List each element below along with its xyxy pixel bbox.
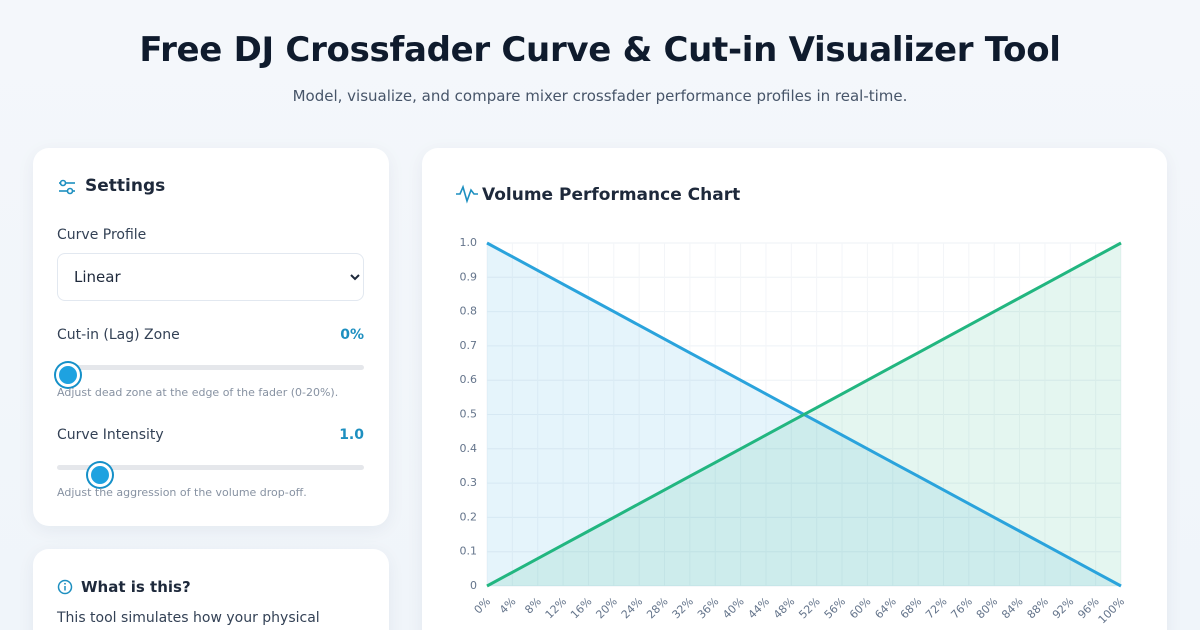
chart-title: Volume Performance Chart	[482, 185, 740, 205]
y-tick-label: 0.2	[460, 510, 478, 523]
chart-icon	[456, 184, 478, 204]
x-tick-label: 20%	[593, 595, 619, 621]
chart-card: Volume Performance Chart 0 0.1 0.2 0.3 0.4 0.…	[422, 148, 1167, 630]
settings-icon	[59, 179, 75, 195]
info-card: What is this? This tool simulates how yo…	[33, 549, 389, 630]
x-tick-label: 84%	[999, 595, 1025, 621]
intensity-label: Curve Intensity	[57, 427, 164, 443]
x-tick-label: 60%	[847, 595, 873, 621]
intensity-thumb[interactable]	[88, 463, 112, 487]
x-tick-label: 100%	[1096, 595, 1127, 626]
info-title: What is this?	[81, 578, 191, 596]
y-tick-label: 0.3	[460, 476, 478, 489]
y-tick-label: 0	[470, 579, 477, 592]
cutin-track[interactable]	[57, 365, 364, 370]
x-tick-label: 76%	[948, 595, 974, 621]
profile-label: Curve Profile	[57, 227, 147, 243]
page-title: Free DJ Crossfader Curve & Cut-in Visual…	[139, 30, 1061, 70]
x-tick-label: 88%	[1025, 595, 1051, 621]
x-tick-label: 24%	[619, 595, 645, 621]
x-tick-label: 80%	[974, 595, 1000, 621]
settings-title: Settings	[85, 176, 166, 196]
y-tick-label: 0.1	[460, 545, 478, 558]
x-tick-label: 32%	[670, 595, 696, 621]
profile-select[interactable]: Linear	[57, 253, 364, 301]
x-tick-label: 4%	[497, 595, 519, 617]
x-tick-label: 56%	[822, 595, 848, 621]
cutin-thumb[interactable]	[56, 363, 80, 387]
info-text: This tool simulates how your physical	[57, 610, 320, 626]
y-tick-label: 0.9	[460, 270, 478, 283]
x-tick-label: 28%	[644, 595, 670, 621]
x-tick-label: 64%	[872, 595, 898, 621]
y-tick-label: 0.8	[460, 305, 478, 318]
info-icon	[57, 579, 73, 595]
cutin-label: Cut-in (Lag) Zone	[57, 327, 180, 343]
cutin-hint: Adjust dead zone at the edge of the fade…	[57, 386, 339, 399]
x-tick-label: 72%	[923, 595, 949, 621]
line	[486, 241, 1122, 588]
cutin-value: 0%	[340, 327, 364, 343]
intensity-track[interactable]	[57, 465, 364, 470]
x-tick-label: 40%	[720, 595, 746, 621]
x-tick-label: 44%	[746, 595, 772, 621]
y-tick-label: 0.7	[460, 339, 478, 352]
x-tick-label: 48%	[771, 595, 797, 621]
x-tick-label: 12%	[543, 595, 569, 621]
y-tick-label: 0.4	[460, 442, 478, 455]
x-tick-label: 92%	[1050, 595, 1076, 621]
chart: Volume Performance Chart 0 0.1 0.2 0.3 0.4 0.…	[456, 184, 1127, 626]
x-tick-label: 52%	[796, 595, 822, 621]
y-tick-label: 0.5	[460, 408, 478, 421]
x-tick-label: 36%	[695, 595, 721, 621]
x-tick-label: 8%	[522, 595, 544, 617]
y-tick-label: 0.6	[460, 373, 478, 386]
intensity-value: 1.0	[339, 427, 364, 443]
x-tick-label: 68%	[898, 595, 924, 621]
x-tick-label: 16%	[568, 595, 594, 621]
intensity-hint: Adjust the aggression of the volume drop…	[57, 486, 307, 499]
y-tick-label: 1.0	[460, 236, 478, 249]
page-subtitle: Model, visualize, and compare mixer cros…	[292, 87, 908, 105]
x-tick-label: 0%	[472, 595, 494, 617]
settings-card: Settings Curve Profile Linear Cut-in (La…	[33, 148, 389, 526]
